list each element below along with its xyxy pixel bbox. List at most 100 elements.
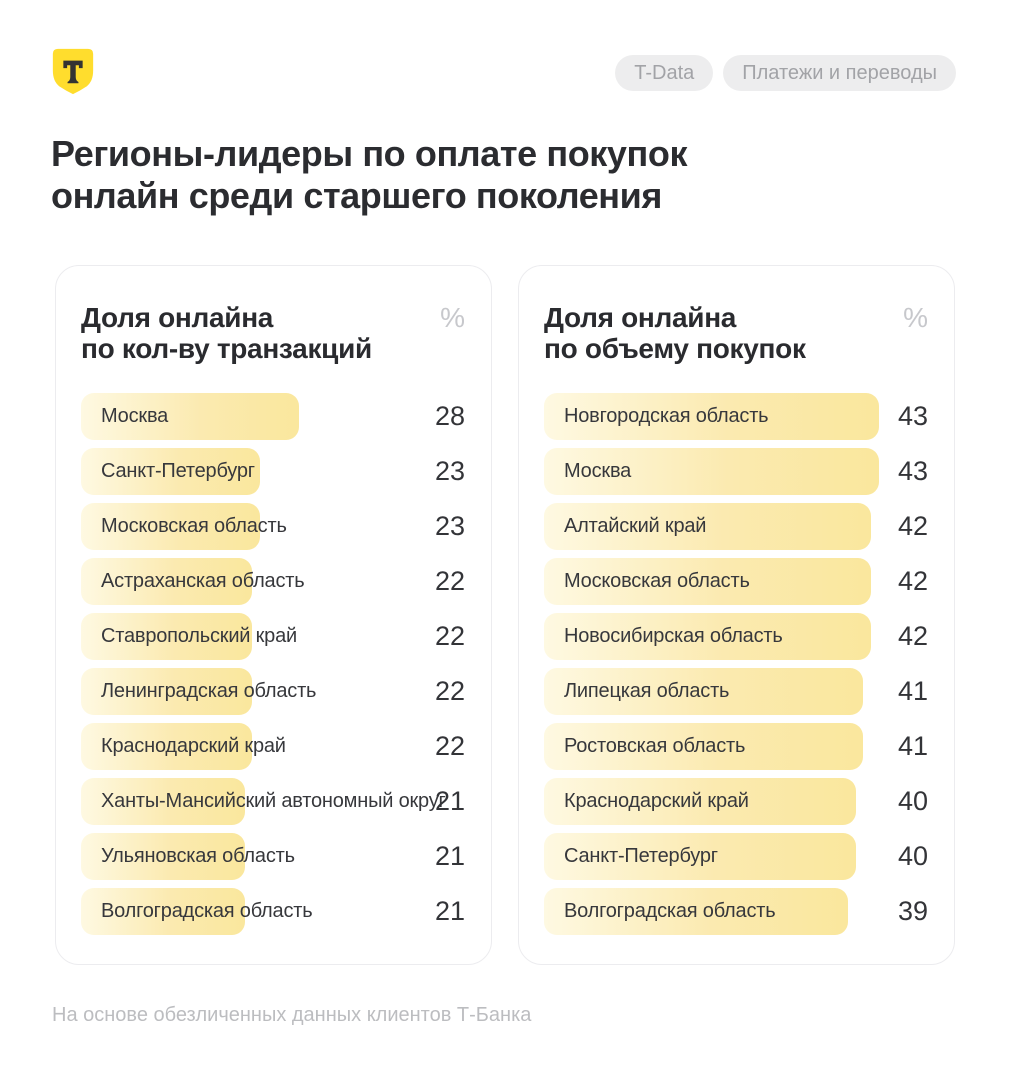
- table-row: Санкт-Петербург 40: [544, 833, 928, 880]
- table-row: Ленинградская область 22: [81, 668, 465, 715]
- region-label: Ханты-Мансийский автономный округ: [101, 790, 446, 812]
- value-label: 42: [897, 511, 928, 541]
- value-bar: [81, 888, 245, 935]
- table-row: Краснодарский край 22: [81, 723, 465, 770]
- table-row: Новгородская область 43: [544, 393, 928, 440]
- value-label: 22: [434, 566, 465, 596]
- table-row: Волгоградская область 21: [81, 888, 465, 935]
- table-row: Санкт-Петербург 23: [81, 448, 465, 495]
- value-label: 42: [897, 621, 928, 651]
- value-label: 42: [897, 566, 928, 596]
- value-label: 41: [897, 731, 928, 761]
- percent-unit-label: %: [903, 302, 928, 333]
- table-row: Ставропольский край 22: [81, 613, 465, 660]
- top-bar: T-Data Платежи и переводы: [52, 48, 956, 95]
- panel-volume-heading: Доля онлайна по объему покупок: [544, 302, 806, 364]
- value-bar: [544, 668, 863, 715]
- region-label: Санкт-Петербург: [101, 460, 255, 482]
- value-label: 22: [434, 731, 465, 761]
- region-label: Волгоградская область: [564, 900, 776, 922]
- region-label: Московская область: [564, 570, 750, 592]
- table-row: Волгоградская область 39: [544, 888, 928, 935]
- badge-group: T-Data Платежи и переводы: [615, 55, 956, 91]
- percent-unit-label: %: [440, 302, 465, 333]
- table-row: Астраханская область 22: [81, 558, 465, 605]
- value-label: 41: [897, 676, 928, 706]
- region-label: Ростовская область: [564, 735, 746, 757]
- table-row: Москва 43: [544, 448, 928, 495]
- region-label: Московская область: [101, 515, 287, 537]
- table-row: Московская область 42: [544, 558, 928, 605]
- value-bar: [544, 613, 871, 660]
- value-bar: [81, 613, 252, 660]
- panels-container: Доля онлайна по кол-ву транзакций % Москв…: [55, 265, 955, 965]
- value-bar: [544, 503, 871, 550]
- table-row: Алтайский край 42: [544, 503, 928, 550]
- panel-volume-header: Доля онлайна по объему покупок %: [544, 302, 928, 364]
- page-title-line2: онлайн среди старшего поколения: [51, 175, 662, 216]
- region-label: Ставропольский край: [101, 625, 297, 647]
- region-label: Новгородская область: [564, 405, 769, 427]
- region-label: Москва: [564, 460, 632, 482]
- value-label: 28: [434, 401, 465, 431]
- table-row: Липецкая область 41: [544, 668, 928, 715]
- tbank-logo: [52, 48, 94, 95]
- region-label: Волгоградская область: [101, 900, 313, 922]
- value-bar: [544, 558, 871, 605]
- table-row: Краснодарский край 40: [544, 778, 928, 825]
- value-bar: [544, 723, 863, 770]
- region-label: Краснодарский край: [564, 790, 749, 812]
- panel-volume: Доля онлайна по объему покупок % Новгород…: [518, 265, 955, 965]
- value-label: 21: [434, 786, 465, 816]
- value-bar: [81, 833, 245, 880]
- region-label: Алтайский край: [564, 515, 707, 537]
- panel-transactions-heading: Доля онлайна по кол-ву транзакций: [81, 302, 372, 364]
- value-bar: [81, 723, 252, 770]
- table-row: Ханты-Мансийский автономный округ 21: [81, 778, 465, 825]
- value-bar: [544, 833, 856, 880]
- value-label: 22: [434, 621, 465, 651]
- value-label: 43: [897, 401, 928, 431]
- badge-t-data: T-Data: [615, 55, 714, 91]
- region-label: Краснодарский край: [101, 735, 286, 757]
- value-bar: [544, 888, 848, 935]
- value-bar: [81, 393, 299, 440]
- value-bar: [81, 778, 245, 825]
- value-label: 40: [897, 786, 928, 816]
- page-title: Регионы-лидеры по оплате покупок онлайн с…: [51, 133, 687, 217]
- table-row: Московская область 23: [81, 503, 465, 550]
- value-bar: [81, 503, 260, 550]
- value-label: 21: [434, 841, 465, 871]
- region-label: Санкт-Петербург: [564, 845, 718, 867]
- value-bar: [81, 448, 260, 495]
- source-note: На основе обезличенных данных клиентов Т…: [52, 1004, 532, 1026]
- value-label: 39: [897, 896, 928, 926]
- region-label: Москва: [101, 405, 169, 427]
- region-label: Новосибирская область: [564, 625, 783, 647]
- value-label: 21: [434, 896, 465, 926]
- panel-transactions-header: Доля онлайна по кол-ву транзакций %: [81, 302, 465, 364]
- value-label: 23: [434, 456, 465, 486]
- badge-payments: Платежи и переводы: [723, 55, 956, 91]
- value-label: 40: [897, 841, 928, 871]
- region-label: Астраханская область: [101, 570, 305, 592]
- value-bar: [544, 448, 879, 495]
- value-bar: [544, 778, 856, 825]
- table-row: Ростовская область 41: [544, 723, 928, 770]
- panel-rows-1: Новгородская область 43 Москва 43 Алтайский …: [544, 393, 928, 935]
- region-label: Липецкая область: [564, 680, 730, 702]
- page-title-line1: Регионы-лидеры по оплате покупок: [51, 133, 688, 174]
- region-label: Ленинградская область: [101, 680, 317, 702]
- table-row: Ульяновская область 21: [81, 833, 465, 880]
- tbank-shield-icon: [52, 48, 94, 95]
- value-bar: [81, 668, 252, 715]
- table-row: Москва 28: [81, 393, 465, 440]
- value-label: 22: [434, 676, 465, 706]
- value-label: 43: [897, 456, 928, 486]
- panel-rows-0: Москва 28 Санкт-Петербург 23 Московская обла…: [81, 393, 465, 935]
- value-label: 23: [434, 511, 465, 541]
- table-row: Новосибирская область 42: [544, 613, 928, 660]
- panel-transactions: Доля онлайна по кол-ву транзакций % Москв…: [55, 265, 492, 965]
- value-bar: [81, 558, 252, 605]
